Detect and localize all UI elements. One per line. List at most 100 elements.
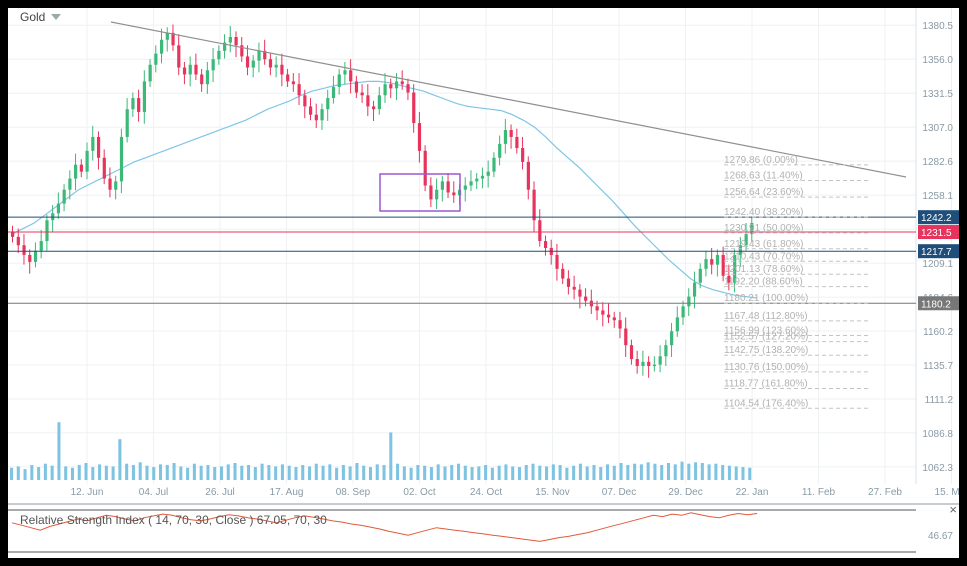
volume-bar xyxy=(660,465,664,480)
x-tick-label: 24. Oct xyxy=(470,487,502,498)
y-tick-label: 1307.0 xyxy=(922,123,953,134)
volume-bar xyxy=(355,463,359,480)
volume-bar xyxy=(429,467,433,480)
candle-body xyxy=(486,171,490,176)
candle-body xyxy=(721,254,725,276)
volume-bar xyxy=(646,462,650,480)
volume-bar xyxy=(37,467,41,480)
volume-bar xyxy=(145,465,149,480)
volume-bar xyxy=(721,465,725,480)
symbol-selector[interactable]: Gold xyxy=(20,10,62,24)
volume-bar xyxy=(219,466,224,480)
price-chart[interactable]: 12. Jun 04. Jul 26. Jul 17. Aug 08. Sep 02. O… xyxy=(8,8,959,558)
candle-body xyxy=(521,148,525,162)
x-tick-label: 29. Dec xyxy=(668,487,702,498)
candle-body xyxy=(641,361,645,366)
candle-body xyxy=(503,130,508,144)
volume-bar xyxy=(538,465,542,480)
candle-body xyxy=(343,70,347,75)
fib-level-label: 1201.13 (78.60%) xyxy=(724,264,804,275)
candle-body xyxy=(182,67,187,75)
volume-bar xyxy=(484,465,488,480)
symbol-label: Gold xyxy=(20,10,46,24)
volume-bar xyxy=(517,467,522,480)
volume-bar xyxy=(409,467,413,480)
candle-body xyxy=(412,92,416,124)
close-icon[interactable]: × xyxy=(949,502,957,517)
price-level-tag xyxy=(918,210,959,225)
fib-level-label: 1219.43 (61.80%) xyxy=(724,239,804,250)
y-tick-label: 1258.1 xyxy=(922,191,953,202)
price-level-value: 1180.2 xyxy=(921,299,951,310)
volume-bar xyxy=(423,465,427,480)
candle-body xyxy=(366,95,370,107)
candle-body xyxy=(234,36,238,46)
volume-bar xyxy=(653,463,657,480)
volume-bar xyxy=(382,465,386,480)
x-tick-label: 11. Feb xyxy=(802,487,836,498)
candle-body xyxy=(452,192,456,196)
candle-body xyxy=(429,185,433,200)
volume-bar xyxy=(633,463,637,480)
price-level-tag xyxy=(918,244,959,259)
fib-level-label: 1180.21 (100.00%) xyxy=(724,293,808,304)
volume-bar xyxy=(287,465,291,480)
volume-bar xyxy=(348,466,352,480)
candle-body xyxy=(165,32,169,40)
candle-body xyxy=(383,84,387,96)
candle-body xyxy=(400,81,404,85)
fib-level-label: 1118.77 (161.80%) xyxy=(724,379,808,390)
candle-body xyxy=(469,181,473,186)
volume-bar xyxy=(585,466,589,480)
volume-bar xyxy=(443,466,447,480)
fib-level-label: 1279.86 (0.00%) xyxy=(724,155,798,166)
candle-body xyxy=(177,45,181,68)
volume-bar xyxy=(463,465,467,480)
candle-body xyxy=(56,203,61,214)
x-tick-label: 12. Jun xyxy=(71,487,104,498)
volume-bar xyxy=(23,469,27,480)
volume-bar xyxy=(680,461,684,480)
candle-body xyxy=(137,98,141,112)
volume-bar xyxy=(714,463,718,480)
candle-body xyxy=(228,36,232,43)
volume-bar xyxy=(77,465,81,480)
volume-bar xyxy=(504,464,508,480)
candle-body xyxy=(68,178,72,190)
x-tick-label: 17. Aug xyxy=(270,487,304,498)
volume-bar xyxy=(118,439,122,480)
volume-bar xyxy=(734,466,738,480)
volume-bar xyxy=(16,466,20,480)
candle-body xyxy=(704,259,708,269)
volume-bar xyxy=(308,466,312,480)
volume-bar xyxy=(30,465,34,480)
candle-body xyxy=(733,254,737,283)
volume-bar xyxy=(402,466,406,480)
candle-body xyxy=(612,317,616,321)
volume-bar xyxy=(470,467,474,480)
candle-body xyxy=(131,98,135,110)
candle-body xyxy=(538,220,542,242)
fib-level-label: 1230.91 (50.00%) xyxy=(724,223,804,234)
volume-bar xyxy=(152,467,156,480)
candle-body xyxy=(526,161,530,190)
candle-body xyxy=(692,282,697,297)
candle-body xyxy=(142,81,147,112)
candle-body xyxy=(114,181,118,190)
candle-body xyxy=(223,42,227,51)
candle-body xyxy=(39,241,43,251)
volume-bar xyxy=(125,463,129,480)
volume-bar xyxy=(159,464,163,480)
volume-bar xyxy=(233,463,237,480)
price-level-tag xyxy=(918,296,959,311)
chevron-down-icon[interactable] xyxy=(51,14,62,20)
x-tick-label: 04. Jul xyxy=(139,487,168,498)
candle-body xyxy=(629,345,634,360)
volume-bar xyxy=(626,465,630,480)
candle-body xyxy=(675,317,679,332)
chart-panel[interactable]: 12. Jun 04. Jul 26. Jul 17. Aug 08. Sep 02. O… xyxy=(8,8,959,558)
volume-bar xyxy=(741,467,745,480)
candle-body xyxy=(492,157,496,172)
candle-body xyxy=(22,245,26,255)
volume-bar xyxy=(375,464,379,480)
